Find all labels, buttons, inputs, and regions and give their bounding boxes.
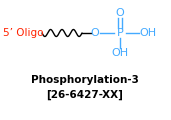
Text: P: P bbox=[117, 28, 123, 38]
Text: O: O bbox=[91, 28, 99, 38]
Text: OH: OH bbox=[139, 28, 157, 38]
Text: Phosphorylation-3: Phosphorylation-3 bbox=[31, 75, 139, 85]
Text: OH: OH bbox=[111, 48, 129, 58]
Text: O: O bbox=[116, 8, 124, 18]
Text: 5’ Oligo: 5’ Oligo bbox=[3, 28, 43, 38]
Text: [26-6427-XX]: [26-6427-XX] bbox=[47, 90, 123, 100]
